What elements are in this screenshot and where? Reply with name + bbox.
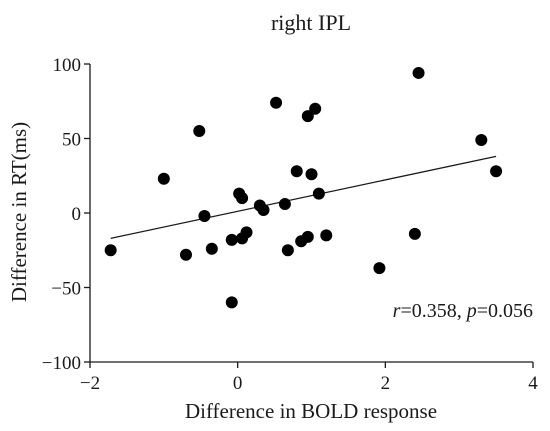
data-point [257, 204, 270, 217]
chart-title: right IPL [271, 10, 351, 35]
data-point [179, 248, 192, 261]
data-point [412, 66, 425, 79]
data-point [104, 244, 117, 257]
x-tick-label: 0 [233, 373, 243, 394]
p-symbol: p [465, 300, 477, 322]
data-point [320, 229, 333, 242]
data-point [305, 168, 318, 181]
data-point [408, 227, 421, 240]
data-point [301, 230, 314, 243]
regression-line [110, 155, 497, 239]
y-axis-label: Difference in RT(ms) [7, 122, 31, 302]
data-point [490, 165, 503, 178]
x-axis-label: Difference in BOLD response [185, 399, 437, 423]
y-tick-label: −50 [51, 279, 81, 300]
data-point [205, 242, 218, 255]
data-point [301, 110, 314, 123]
data-point [193, 125, 206, 138]
x-tick-label: −2 [80, 373, 100, 394]
y-tick-label: 50 [62, 130, 81, 151]
data-point [278, 198, 291, 211]
correlation-annotation: r=0.358, p=0.056 [393, 300, 533, 322]
data-point [198, 209, 211, 222]
data-point [309, 102, 322, 115]
x-tick-label: 2 [381, 373, 391, 394]
data-point [157, 172, 170, 185]
data-points [104, 66, 503, 309]
y-axis-ticks: −100 −50 0 50 100 [42, 55, 90, 374]
r-value: =0.358, [400, 300, 466, 322]
data-point [270, 96, 283, 109]
y-tick-label: 100 [53, 55, 82, 76]
y-tick-label: 0 [72, 204, 82, 225]
p-value: =0.056 [477, 300, 533, 322]
r-symbol: r [393, 300, 401, 322]
y-tick-label: −100 [42, 353, 81, 374]
x-axis-ticks: −2 0 2 4 [80, 362, 538, 394]
data-point [475, 133, 488, 146]
data-point [281, 244, 294, 257]
data-point [373, 262, 386, 275]
x-tick-label: 4 [528, 373, 538, 394]
data-point [312, 187, 325, 200]
data-point [225, 233, 238, 246]
data-point [240, 226, 253, 239]
data-point [290, 165, 303, 178]
data-point [225, 296, 238, 309]
data-point [236, 192, 249, 205]
regression-line-group [110, 155, 497, 239]
